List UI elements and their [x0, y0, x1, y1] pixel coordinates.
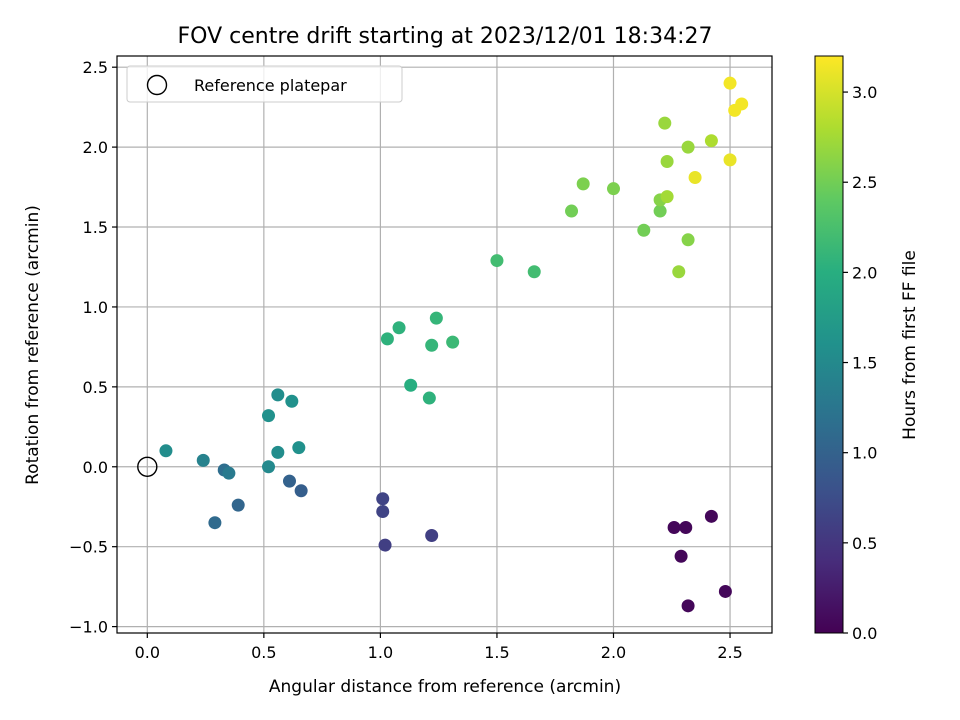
- data-point-43: [672, 265, 686, 279]
- data-point-37: [653, 204, 667, 218]
- colorbar-tick-label-0: 0.0: [852, 624, 877, 643]
- data-point-19: [271, 445, 285, 459]
- x-tick-label-4: 2.0: [601, 643, 626, 662]
- data-point-48: [723, 76, 737, 90]
- x-tick-label-0: 0.0: [135, 643, 160, 662]
- legend: Reference platepar: [126, 65, 403, 103]
- data-point-40: [658, 116, 672, 130]
- data-point-27: [392, 321, 406, 335]
- data-point-29: [429, 311, 443, 325]
- data-point-5: [718, 584, 732, 598]
- colorbar: 0.0 0.5 1.0 1.5 2.0 2.5 3.0 Hours from first F…: [814, 55, 920, 643]
- data-point-0: [667, 521, 681, 535]
- colorbar-tick-label-4: 2.0: [852, 263, 877, 282]
- y-tick-label-5: 1.5: [83, 218, 108, 237]
- data-point-9: [376, 492, 390, 506]
- data-point-25: [422, 391, 436, 405]
- x-tick-label-1: 0.5: [251, 643, 276, 662]
- y-tick-label-3: 0.5: [83, 378, 108, 397]
- data-point-24: [404, 378, 418, 392]
- data-point-36: [637, 223, 651, 237]
- data-point-26: [380, 332, 394, 346]
- y-tick-label-1: −0.5: [69, 538, 108, 557]
- data-point-33: [565, 204, 579, 218]
- data-point-7: [378, 538, 392, 552]
- data-point-31: [490, 254, 504, 268]
- data-point-50: [735, 97, 749, 111]
- data-point-28: [425, 338, 439, 352]
- data-point-13: [208, 516, 222, 530]
- y-tick-label-6: 2.0: [83, 138, 108, 157]
- data-point-30: [446, 335, 460, 349]
- grid-lines: [117, 56, 772, 633]
- data-point-42: [681, 233, 695, 247]
- legend-box: [126, 65, 403, 103]
- reference-platepar-marker: [137, 456, 158, 477]
- colorbar-label: Hours from first FF file: [900, 250, 920, 440]
- data-point-1: [679, 521, 693, 535]
- data-point-34: [576, 177, 590, 191]
- x-tick-label-2: 1.0: [368, 643, 393, 662]
- colorbar-tick-label-6: 3.0: [852, 83, 877, 102]
- y-tick-label-7: 2.5: [83, 58, 108, 77]
- colorbar-tick-label-5: 2.5: [852, 173, 877, 192]
- legend-label-reference: Reference platepar: [194, 76, 347, 95]
- x-axis-label: Angular distance from reference (arcmin): [269, 677, 621, 697]
- plot-frame: [116, 55, 773, 634]
- data-point-32: [527, 265, 541, 279]
- colorbar-tick-label-3: 1.5: [852, 354, 877, 373]
- data-point-11: [282, 474, 296, 488]
- legend-marker-reference: [146, 74, 168, 96]
- data-point-12: [231, 498, 245, 512]
- data-point-3: [674, 549, 688, 563]
- data-point-41: [660, 154, 674, 168]
- x-tick-label-5: 2.5: [717, 643, 742, 662]
- colorbar-tick-label-1: 0.5: [852, 534, 877, 553]
- colorbar-tick-label-2: 1.0: [852, 444, 877, 463]
- data-point-46: [688, 170, 702, 184]
- data-point-8: [376, 505, 390, 519]
- data-point-15: [222, 466, 236, 480]
- colorbar-ticks: 0.0 0.5 1.0 1.5 2.0 2.5 3.0: [843, 83, 877, 643]
- data-point-17: [262, 460, 276, 474]
- data-point-21: [262, 409, 276, 423]
- data-point-39: [660, 190, 674, 204]
- data-point-2: [704, 509, 718, 523]
- data-point-35: [606, 182, 620, 196]
- data-point-22: [271, 388, 285, 402]
- data-point-44: [681, 140, 695, 154]
- y-axis-label: Rotation from reference (arcmin): [23, 205, 43, 485]
- data-point-45: [704, 134, 718, 148]
- data-point-16: [196, 453, 210, 467]
- colorbar-gradient: [814, 55, 844, 634]
- data-point-23: [285, 394, 299, 408]
- y-tick-label-0: −1.0: [69, 618, 108, 637]
- data-point-20: [292, 441, 306, 455]
- y-axis-ticks: −1.0 −0.5 0.0 0.5 1.0 1.5 2.0 2.5: [69, 58, 117, 637]
- data-point-6: [425, 529, 439, 543]
- y-tick-label-4: 1.0: [83, 298, 108, 317]
- data-point-18: [159, 444, 173, 458]
- x-tick-label-3: 1.5: [484, 643, 509, 662]
- data-point-10: [294, 484, 308, 498]
- y-tick-label-2: 0.0: [83, 458, 108, 477]
- chart-title: FOV centre drift starting at 2023/12/01 …: [178, 24, 713, 49]
- data-points: [137, 76, 749, 613]
- data-point-4: [681, 599, 695, 613]
- data-point-47: [723, 153, 737, 167]
- x-axis-ticks: 0.0 0.5 1.0 1.5 2.0 2.5: [135, 633, 743, 662]
